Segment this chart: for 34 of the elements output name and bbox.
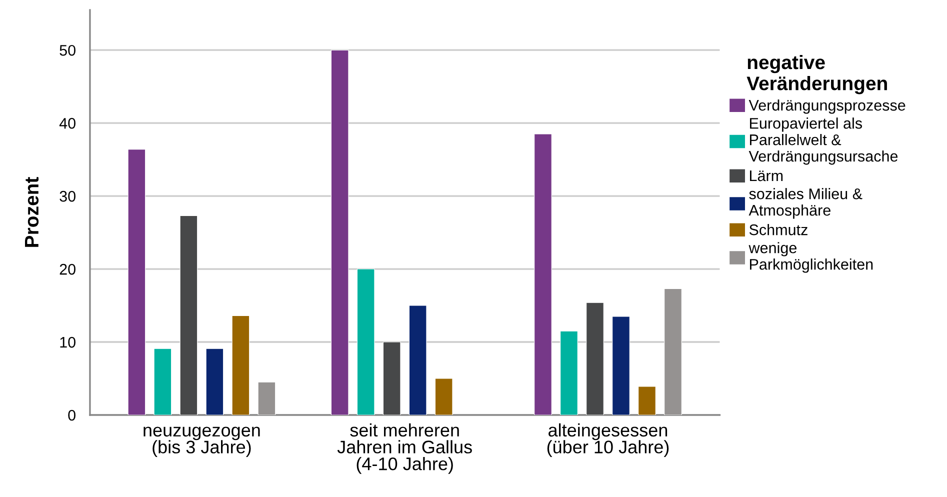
bar — [560, 330, 578, 415]
bar — [612, 316, 630, 415]
legend-label: wenige Parkmöglichkeiten — [748, 242, 873, 273]
bar — [232, 315, 250, 415]
bar — [206, 348, 224, 415]
bar — [356, 268, 375, 415]
legend-label: Schmutz — [749, 224, 808, 236]
y-tick-label: 20 — [60, 264, 76, 275]
legend-label: Europaviertel als Parallelwelt & Verdrängungsursache — [748, 118, 898, 165]
bar — [638, 386, 656, 415]
bar — [330, 50, 349, 415]
y-tick-label: 30 — [60, 190, 76, 202]
bar — [154, 348, 172, 415]
bar — [534, 134, 552, 415]
bar — [434, 378, 453, 415]
legend-label: soziales Milieu & Atmosphäre — [748, 188, 862, 219]
bar — [128, 149, 146, 415]
bar — [180, 215, 198, 415]
y-tick-label: 10 — [60, 336, 76, 348]
y-tick-label: 50 — [60, 44, 76, 56]
x-tick-label: alteingesessen (über 10 Jahre) — [547, 423, 669, 457]
bar — [408, 305, 427, 415]
y-axis-title: Prozent — [25, 177, 39, 247]
x-tick-label: neuzugezogen (bis 3 Jahre) — [144, 426, 260, 457]
x-tick-label: seit mehreren Jahren im Gallus (4-10 Jahre) — [337, 423, 472, 474]
y-tick-label: 0 — [68, 410, 76, 421]
bar — [382, 342, 401, 415]
bar — [586, 302, 604, 415]
legend-label: Verdrängungsprozesse — [748, 99, 906, 114]
y-tick-label: 40 — [59, 118, 76, 129]
bar — [664, 288, 682, 415]
legend-title: negative Veränderungen — [746, 54, 887, 94]
bar — [258, 382, 276, 415]
legend-label: Lärm — [750, 170, 783, 182]
